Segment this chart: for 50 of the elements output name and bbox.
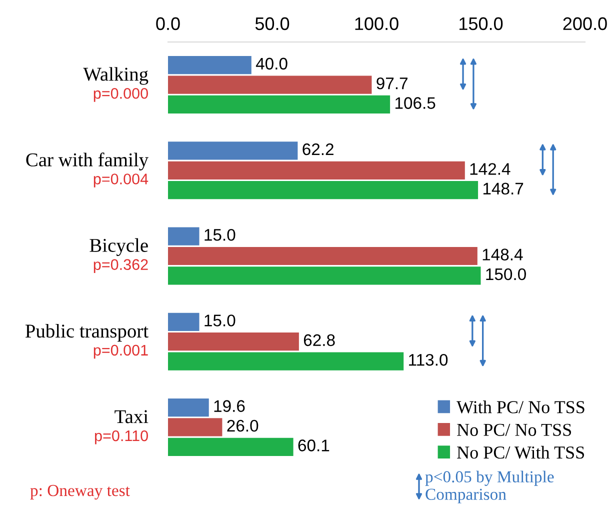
text: p=0.001 (94, 344, 148, 359)
x-tick-label: 100.0 (355, 17, 398, 30)
bar (168, 398, 209, 417)
bar (168, 312, 200, 331)
data-label: 15.0 (204, 228, 236, 241)
text: p=0.004 (94, 174, 148, 188)
y-tick-label: Walking (83, 67, 148, 85)
data-label: 62.2 (302, 143, 334, 156)
text: p: Oneway test (30, 484, 130, 500)
legend-label: No PC/ No TSS (457, 424, 571, 436)
bar (168, 56, 252, 74)
y-tick-label: Public transport (25, 324, 148, 342)
bar (168, 76, 372, 94)
data-label: 15.0 (204, 314, 236, 326)
y-tick-label: Taxi (114, 410, 148, 424)
bar (168, 418, 222, 436)
x-tick-label: 200.0 (563, 17, 607, 30)
data-label: 113.0 (409, 354, 448, 366)
text: p=0.110 (95, 430, 148, 444)
data-label: 150.0 (486, 268, 526, 280)
bar (168, 95, 390, 114)
x-tick-label: 50.0 (255, 17, 290, 30)
data-label: 60.1 (298, 440, 330, 452)
data-label: 97.7 (376, 77, 408, 90)
y-tick-label: Bicycle (90, 238, 148, 256)
bar (168, 142, 298, 160)
data-label: 142.4 (470, 163, 510, 175)
text: p=0.000 (94, 88, 148, 102)
x-tick-label: 0.0 (156, 17, 180, 30)
bar (168, 161, 465, 180)
data-label: 26.0 (227, 420, 258, 432)
bar (168, 438, 294, 456)
data-label: 62.8 (304, 334, 335, 346)
bar (168, 266, 481, 285)
bar (168, 332, 299, 351)
bar (168, 246, 478, 266)
bar (168, 181, 478, 200)
bar (168, 227, 200, 246)
data-label: 148.4 (482, 248, 523, 260)
x-tick-label: 150.0 (460, 17, 503, 30)
text: p=0.362 (94, 259, 148, 274)
data-label: 40.0 (256, 58, 288, 70)
legend-label: With PC/ No TSS (456, 400, 584, 414)
text: p<0.05 by Multiple Comparison (425, 470, 554, 504)
data-label: 148.7 (483, 182, 524, 195)
legend-label: No PC/ With TSS (457, 446, 584, 459)
data-label: 19.6 (214, 400, 245, 412)
y-tick-label: Car with family (26, 152, 148, 170)
data-label: 106.5 (395, 97, 436, 109)
bar (168, 352, 404, 370)
